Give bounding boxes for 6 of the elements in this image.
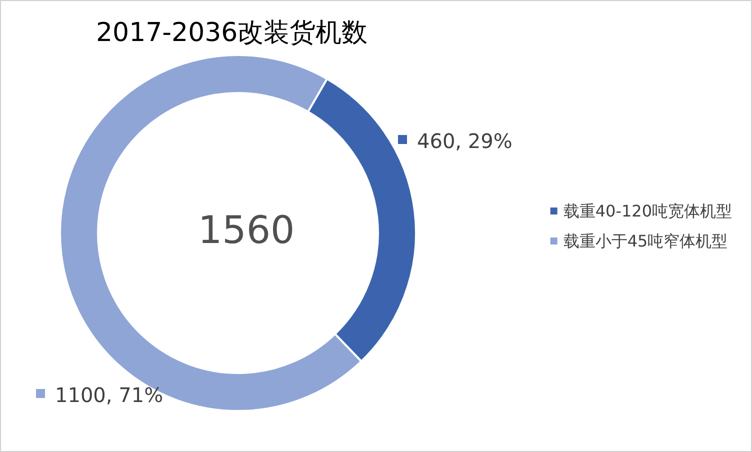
data-label: 1100, 71% [55, 383, 164, 407]
chart-title: 2017-2036改装货机数 [96, 18, 368, 48]
data-label: 460, 29% [417, 129, 512, 153]
legend-label: 载重小于45吨窄体机型 [563, 232, 728, 250]
legend-label: 载重40-120吨宽体机型 [563, 202, 732, 220]
text: 1560 [198, 208, 295, 252]
